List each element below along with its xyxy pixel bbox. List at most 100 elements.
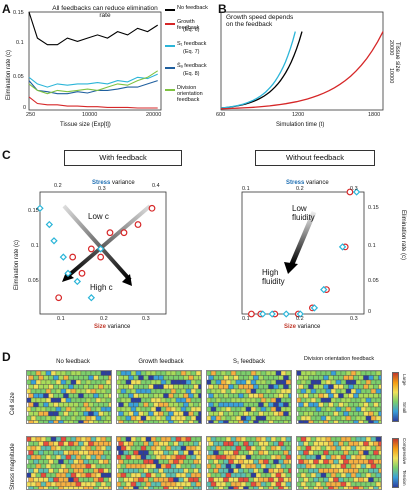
tissue-cell	[55, 379, 62, 385]
tissue-cell	[130, 397, 137, 403]
tissue-cell	[233, 450, 239, 456]
tissue-cell	[190, 454, 197, 460]
tissue-cell	[270, 406, 277, 412]
tissue-cell	[355, 415, 362, 421]
tissue-cell	[165, 397, 172, 403]
tissue-cell	[365, 415, 372, 421]
tissue-cell	[180, 415, 187, 421]
tissue-cell	[213, 411, 219, 417]
panel-b-chart	[220, 11, 384, 111]
panel-c-left-bottom-tick: 0.3	[142, 316, 150, 322]
tissue-cell	[375, 406, 381, 412]
tissue-cell	[220, 371, 227, 376]
tissue-cell	[153, 375, 159, 381]
tissue-cell	[305, 454, 312, 460]
tissue-cell	[297, 406, 302, 412]
tissue-cell	[208, 375, 214, 381]
tissue-cell	[105, 379, 111, 385]
tissue-cell	[260, 388, 267, 394]
tissue-cell	[330, 472, 337, 478]
tissue-cell	[60, 388, 67, 394]
tissue-cell	[83, 402, 89, 408]
tissue-cell	[143, 468, 149, 474]
tissue-cell	[100, 437, 107, 442]
tissue-cell	[118, 486, 124, 489]
tissue-cell	[333, 402, 339, 408]
tissue-cell	[263, 486, 269, 489]
tissue-cell	[155, 472, 162, 478]
tissue-cell	[103, 459, 109, 465]
tissue-cell	[320, 406, 327, 412]
tissue-cell	[338, 450, 344, 456]
tissue-cell	[120, 397, 127, 403]
tissue-cell	[270, 481, 277, 487]
tissue-cell	[340, 454, 347, 460]
tissue-cell	[218, 402, 224, 408]
tissue-cell	[338, 375, 344, 381]
tissue-cell	[360, 415, 367, 421]
tissue-cell	[255, 371, 262, 376]
tissue-cell	[240, 397, 247, 403]
tissue-cell	[260, 454, 267, 460]
tissue-cell	[208, 384, 214, 390]
tissue-cell	[230, 397, 237, 403]
tissue-cell	[103, 411, 109, 417]
tissue-cell	[188, 402, 194, 408]
tissue-cell	[108, 441, 111, 447]
tissue-cell	[30, 437, 37, 442]
tissue-cell	[213, 375, 219, 381]
tissue-cell	[243, 441, 249, 447]
tissue-cell	[105, 388, 111, 394]
tissue-cell	[343, 450, 349, 456]
tissue-cell	[353, 402, 359, 408]
panel-a-xtick: 10000	[82, 112, 98, 118]
tissue-cell	[95, 472, 102, 478]
tissue-cell	[95, 415, 102, 421]
tissue-cell	[228, 468, 234, 474]
tissue-cell	[253, 441, 259, 447]
tissue-cell	[78, 486, 84, 489]
legend-item: S̄ₐ feedback (Eq. 8)	[165, 63, 215, 85]
tissue-cell	[353, 450, 359, 456]
tissue-cell	[230, 481, 237, 487]
tissue-cell	[148, 411, 154, 417]
tissue-cell	[160, 406, 167, 412]
tissue-cell	[160, 388, 167, 394]
tissue-cell	[228, 459, 234, 465]
tissue-cell	[303, 393, 309, 399]
tissue-cell	[223, 477, 229, 483]
tissue-cell	[235, 481, 242, 487]
tissue-cell	[108, 477, 111, 483]
tissue-cell	[30, 481, 37, 487]
tissue-cell	[60, 415, 67, 421]
tissue-cell	[43, 393, 49, 399]
tissue-cell	[230, 388, 237, 394]
tissue-cell	[195, 371, 201, 376]
tissue-cell	[208, 450, 214, 456]
tissue-cell	[168, 477, 174, 483]
tissue-cell	[355, 454, 362, 460]
tissue-cell	[345, 406, 352, 412]
tissue-cell	[90, 437, 97, 442]
tissue-cell	[320, 445, 327, 451]
tissue-cell	[143, 411, 149, 417]
tissue-cell	[43, 477, 49, 483]
tissue-cell	[138, 393, 144, 399]
tissue-cell	[253, 420, 259, 423]
tissue-cell	[108, 375, 111, 381]
tissue-cell	[170, 415, 177, 421]
tissue-cell	[268, 468, 274, 474]
tissue-cell	[88, 459, 94, 465]
tissue-cell	[340, 379, 347, 385]
tissue-cell	[165, 454, 172, 460]
tissue-cell	[255, 406, 262, 412]
tissue-cell	[338, 411, 344, 417]
tissue-cell	[375, 481, 381, 487]
tissue-cell	[90, 379, 97, 385]
tissue-cell	[283, 477, 289, 483]
legend-swatch	[165, 67, 175, 69]
tissue-cell	[125, 437, 132, 442]
tissue-cell	[188, 441, 194, 447]
tissue-cell	[98, 450, 104, 456]
tissue-cell	[298, 375, 304, 381]
